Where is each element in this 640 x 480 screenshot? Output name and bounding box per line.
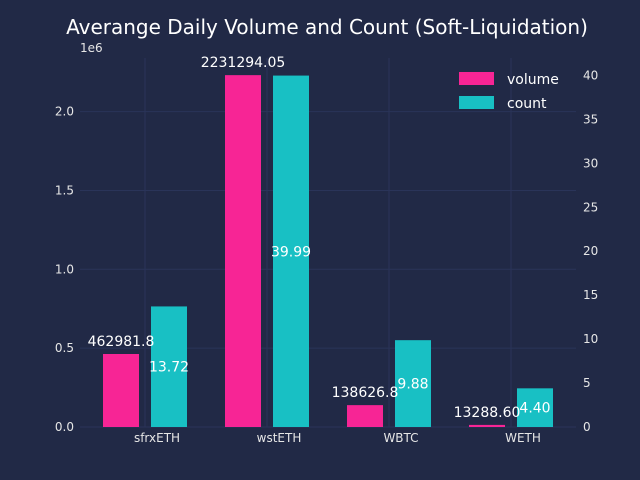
legend-label-volume: volume	[507, 72, 559, 88]
y-right-tick-label: 30	[583, 156, 598, 170]
y-left-tick-label: 2.0	[55, 105, 74, 119]
legend: volume count	[459, 72, 559, 112]
axes: 0.0 0.5 1.0 1.5 2.0 0 5 10 15 20 25 30 35 40 sfrxETH ws…	[55, 68, 598, 445]
legend-swatch-volume	[459, 72, 494, 85]
y-right-tick-label: 0	[583, 420, 591, 434]
data-label-count: 39.99	[271, 244, 311, 260]
y-right-tick-label: 15	[583, 288, 598, 302]
legend-swatch-count	[459, 96, 494, 109]
y-right-tick-label: 5	[583, 376, 591, 390]
data-label-volume: 462981.8	[88, 334, 155, 350]
bar-count	[395, 340, 431, 427]
data-label-volume: 13288.60	[454, 405, 521, 421]
y-right-tick-label: 40	[583, 68, 598, 82]
legend-label-count: count	[507, 96, 547, 112]
x-tick-label: sfrxETH	[134, 431, 180, 445]
bar-count	[273, 75, 309, 427]
y-right-tick-label: 25	[583, 200, 598, 214]
y-right-tick-label: 35	[583, 112, 598, 126]
x-tick-label: WETH	[505, 431, 541, 445]
data-label-count: 13.72	[149, 360, 189, 376]
data-labels: 462981.8 2231294.05 138626.8 13288.60 13.72 3…	[88, 55, 551, 421]
y-left-offset-label: 1e6	[80, 41, 103, 55]
y-left-tick-label: 1.0	[55, 262, 74, 276]
bar-count	[517, 388, 553, 427]
y-left-tick-label: 0.0	[55, 420, 74, 434]
bar-volume	[225, 75, 261, 427]
data-label-count: 9.88	[397, 377, 428, 393]
chart-title: Averange Daily Volume and Count (Soft-Li…	[66, 15, 588, 39]
y-right-tick-label: 10	[583, 332, 598, 346]
y-right-tick-label: 20	[583, 244, 598, 258]
data-label-count: 4.40	[519, 401, 550, 417]
bar-count	[151, 306, 187, 427]
data-label-volume: 2231294.05	[201, 55, 286, 71]
x-tick-label: WBTC	[383, 431, 418, 445]
bar-volume	[103, 353, 139, 427]
y-left-tick-label: 0.5	[55, 341, 74, 355]
x-tick-label: wstETH	[257, 431, 302, 445]
bar-volume	[347, 405, 383, 427]
y-left-tick-label: 1.5	[55, 183, 74, 197]
bar-volume	[469, 424, 505, 427]
bars	[103, 75, 553, 427]
data-label-volume: 138626.8	[332, 385, 399, 401]
